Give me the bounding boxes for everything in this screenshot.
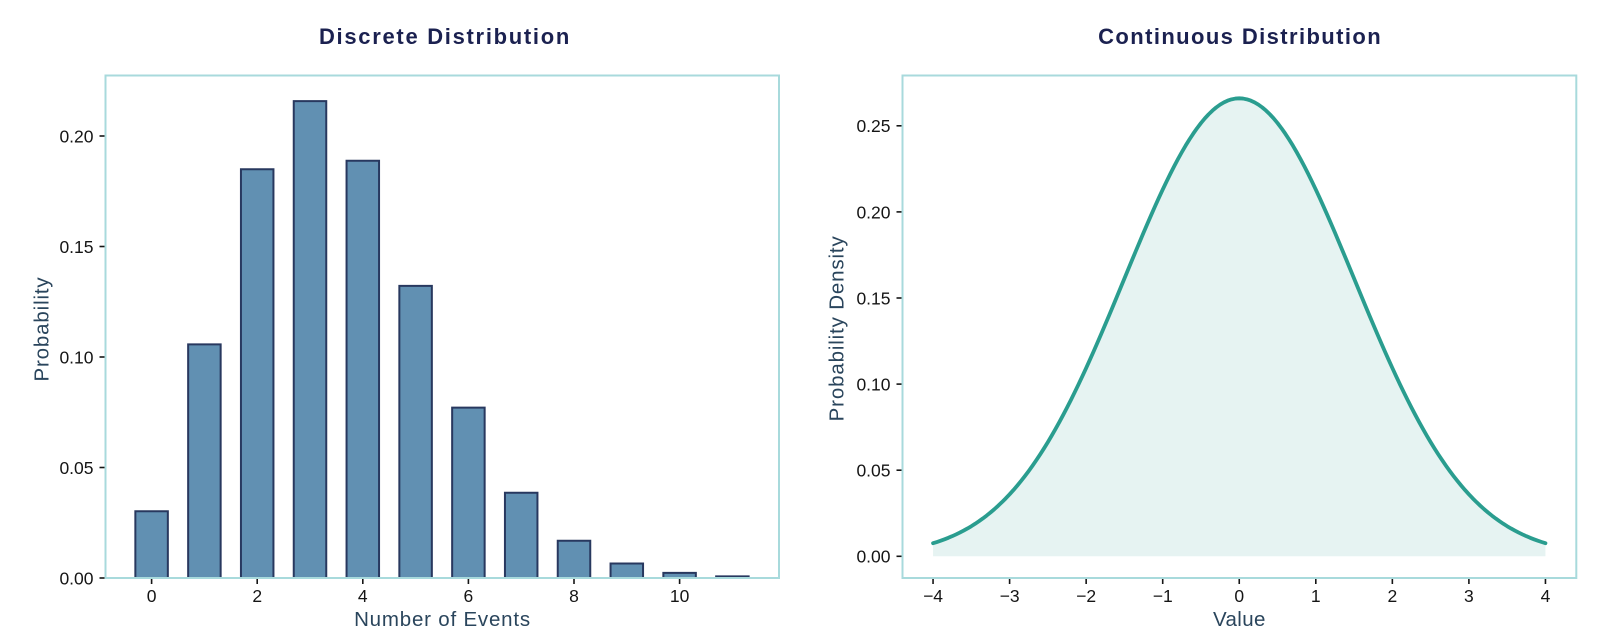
svg-text:6: 6 <box>464 586 474 606</box>
svg-text:−1: −1 <box>1153 586 1173 606</box>
svg-text:0.05: 0.05 <box>856 461 890 481</box>
svg-text:0: 0 <box>1234 586 1244 606</box>
svg-text:Continuous Distribution: Continuous Distribution <box>1098 24 1382 49</box>
svg-text:Discrete Distribution: Discrete Distribution <box>319 24 571 49</box>
svg-text:2: 2 <box>252 586 262 606</box>
svg-text:−2: −2 <box>1076 586 1096 606</box>
svg-text:3: 3 <box>1464 586 1474 606</box>
svg-text:0: 0 <box>147 586 157 606</box>
svg-text:0.00: 0.00 <box>59 568 93 588</box>
svg-text:0.00: 0.00 <box>856 547 890 567</box>
svg-text:0.20: 0.20 <box>59 126 93 146</box>
svg-text:Value: Value <box>1213 608 1266 631</box>
svg-text:0.10: 0.10 <box>856 375 890 395</box>
svg-text:4: 4 <box>358 586 368 606</box>
svg-text:0.20: 0.20 <box>856 202 890 222</box>
svg-text:−3: −3 <box>1000 586 1020 606</box>
svg-text:0.15: 0.15 <box>59 237 93 257</box>
svg-text:Number of Events: Number of Events <box>354 608 531 631</box>
svg-text:1: 1 <box>1311 586 1321 606</box>
svg-text:10: 10 <box>670 586 690 606</box>
svg-text:−4: −4 <box>923 586 943 606</box>
svg-text:4: 4 <box>1541 586 1551 606</box>
svg-text:0.25: 0.25 <box>856 116 890 136</box>
svg-text:0.10: 0.10 <box>59 347 93 367</box>
svg-text:0.05: 0.05 <box>59 458 93 478</box>
svg-text:8: 8 <box>569 586 579 606</box>
svg-text:Probability: Probability <box>31 276 54 381</box>
svg-text:Probability Density: Probability Density <box>825 235 848 421</box>
svg-text:2: 2 <box>1387 586 1397 606</box>
svg-text:0.15: 0.15 <box>856 288 890 308</box>
